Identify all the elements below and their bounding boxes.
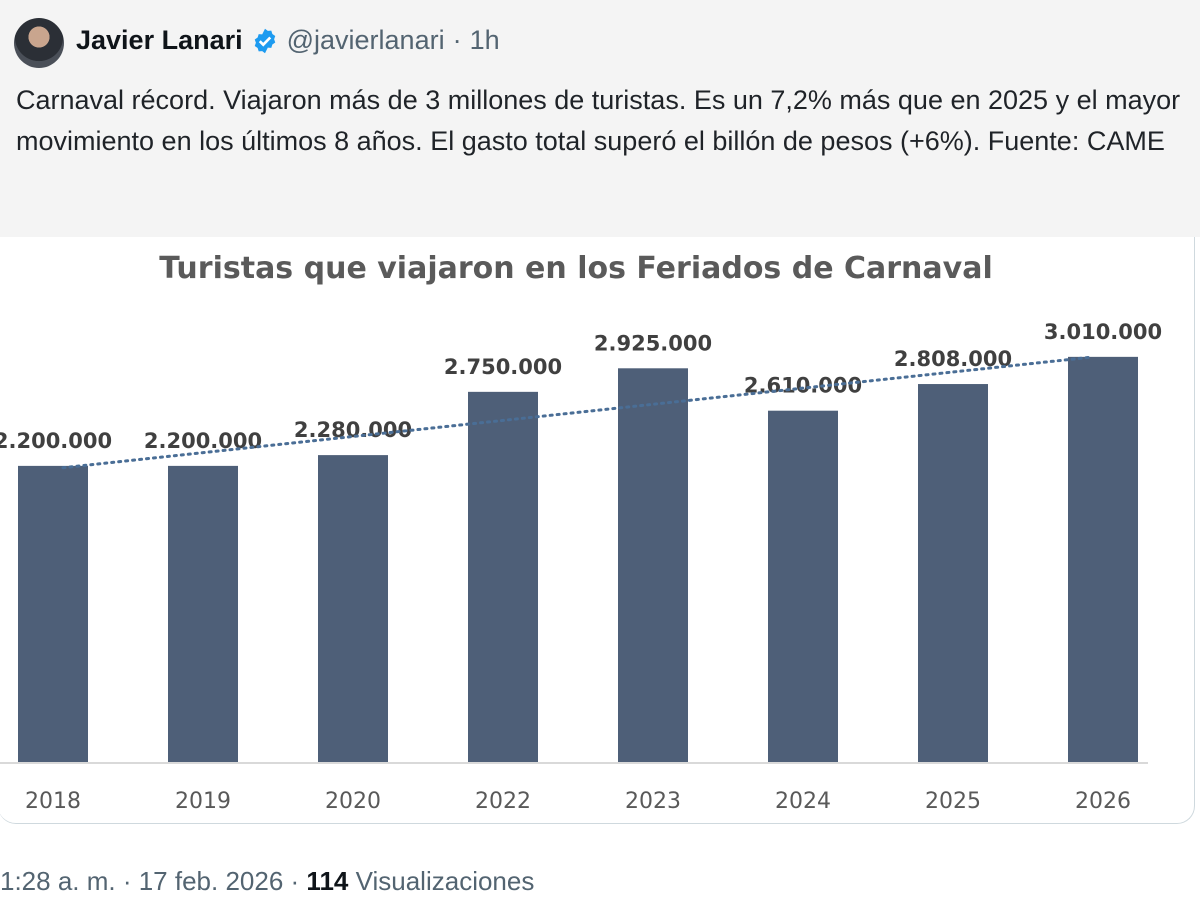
x-tick-2024: 2024 [775, 789, 831, 814]
x-tick-2023: 2023 [625, 789, 681, 814]
tweet-author-row: Javier Lanari @javierlanari · 1h [76, 25, 500, 56]
trendline [61, 355, 1095, 470]
author-name[interactable]: Javier Lanari [76, 25, 243, 55]
bar-2019 [168, 465, 238, 762]
tweet-header-area: Javier Lanari @javierlanari · 1h Carnava… [0, 0, 1200, 237]
data-label-2025: 2.808.000 [894, 347, 1012, 371]
bar-2026 [1068, 356, 1138, 762]
bar-2023 [618, 368, 688, 762]
tweet-text: Carnaval récord. Viajaron más de 3 millo… [16, 85, 1181, 156]
x-tick-2020: 2020 [325, 789, 381, 814]
bar-2018 [18, 465, 88, 762]
bar-2020 [318, 455, 388, 762]
views-label: Visualizaciones [355, 866, 535, 896]
bar-2025 [918, 384, 988, 762]
bar-2022 [468, 391, 538, 762]
data-label-2020: 2.280.000 [294, 418, 412, 442]
data-label-2022: 2.750.000 [444, 355, 562, 379]
data-label-2018: 2.200.000 [0, 429, 112, 453]
time-ago[interactable]: 1h [469, 25, 500, 55]
bar-2024 [768, 410, 838, 762]
data-label-2023: 2.925.000 [594, 331, 712, 355]
x-tick-2025: 2025 [925, 789, 981, 814]
x-tick-2022: 2022 [475, 789, 531, 814]
views-count: 114 [306, 866, 349, 896]
x-tick-2026: 2026 [1075, 789, 1131, 814]
bar-chart: Turistas que viajaron en los Feriados de… [0, 251, 1162, 814]
x-tick-2018: 2018 [25, 789, 81, 814]
x-tick-2019: 2019 [175, 789, 231, 814]
timestamp[interactable]: 1:28 a. m. · 17 feb. 2026 · [0, 866, 300, 896]
tweet-footer: 1:28 a. m. · 17 feb. 2026 · 114 Visualiz… [0, 866, 534, 897]
chart-image[interactable]: Turistas que viajaron en los Feriados de… [0, 237, 1195, 824]
separator: · [452, 25, 462, 55]
data-label-2026: 3.010.000 [1044, 320, 1162, 344]
data-label-2024: 2.610.000 [744, 374, 862, 398]
author-handle[interactable]: @javierlanari [286, 25, 445, 55]
verified-badge-icon [254, 28, 275, 53]
data-label-2019: 2.200.000 [144, 429, 262, 453]
avatar[interactable] [14, 18, 64, 68]
chart-title: Turistas que viajaron en los Feriados de… [159, 251, 992, 286]
